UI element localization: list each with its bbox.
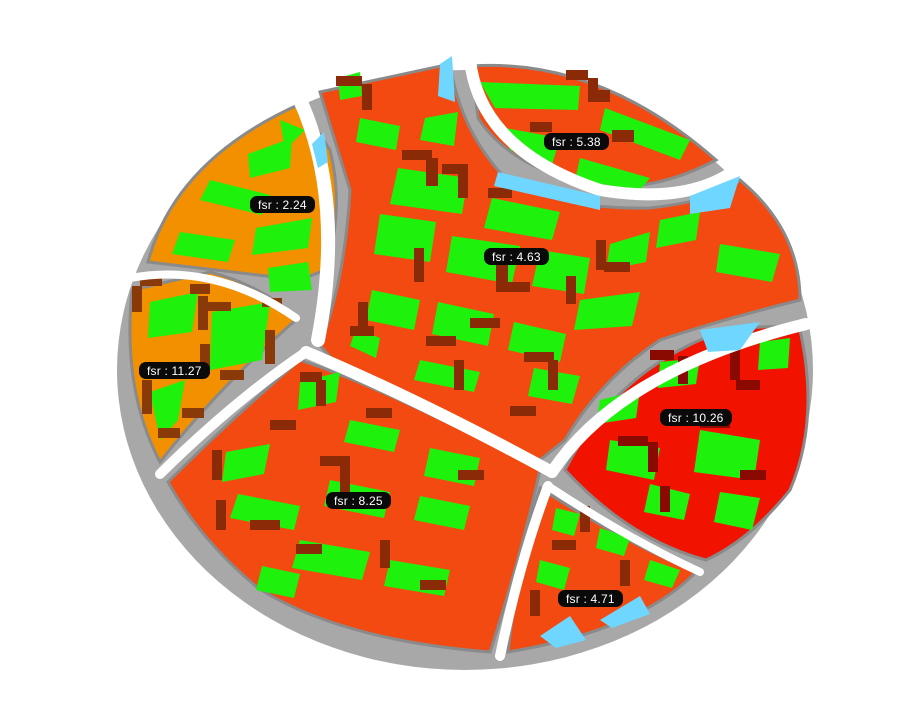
fsr-label-southwest: fsr : 8.25	[326, 492, 391, 509]
district-east	[563, 325, 810, 562]
fsr-label-south: fsr : 4.71	[558, 590, 623, 607]
district-center	[318, 62, 802, 462]
fsr-label-west: fsr : 11.27	[139, 362, 210, 379]
fsr-label-north: fsr : 5.38	[544, 133, 609, 150]
fsr-label-east: fsr : 10.26	[660, 409, 732, 426]
fsr-label-center: fsr : 4.63	[484, 248, 549, 265]
district-northwest	[146, 102, 338, 292]
water-areas	[312, 56, 760, 648]
roads	[126, 54, 812, 661]
fsr-label-northwest: fsr : 2.24	[250, 196, 315, 213]
district-west	[128, 270, 301, 465]
